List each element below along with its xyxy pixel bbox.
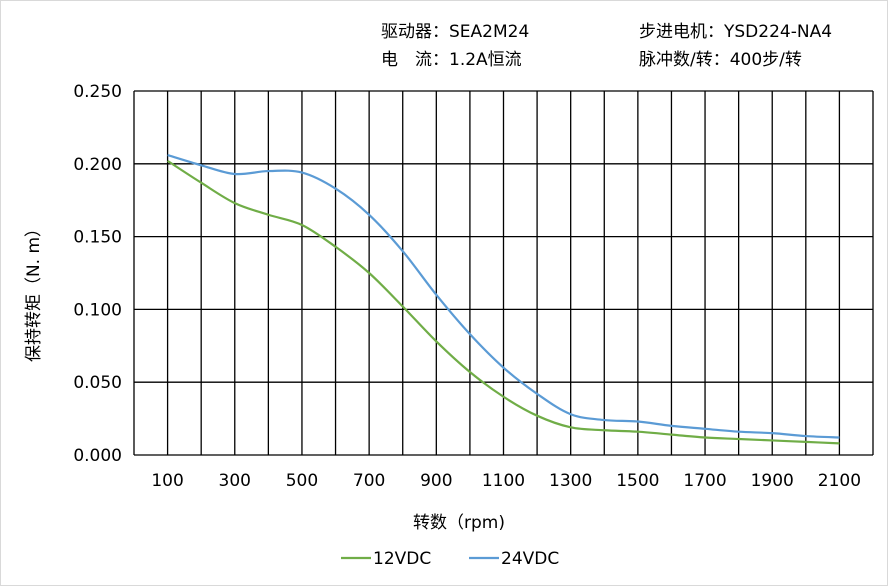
x-tick-label: 1500 [616,471,659,491]
x-tick-label: 1700 [683,471,726,491]
x-axis-label: 转数（rpm) [413,513,505,533]
driver-info: 驱动器：SEA2M24 [381,22,530,42]
x-tick-label: 2100 [818,471,861,491]
x-tick-label: 1900 [751,471,794,491]
motor-info: 步进电机：YSD224-NA4 [639,22,833,42]
x-tick-label: 300 [219,471,251,491]
pulses-info: 脉冲数/转：400步/转 [639,50,802,70]
x-tick-label: 500 [286,471,318,491]
series-line-12VDC [166,159,840,445]
y-tick-label: 0.200 [73,155,122,175]
x-tick-label: 900 [420,471,452,491]
y-tick-label: 0.150 [73,228,122,248]
x-tick-label: 1100 [482,471,525,491]
y-tick-label: 0.250 [73,82,122,102]
y-axis-label: 保持转矩（N. m） [24,220,44,362]
y-tick-label: 0.000 [73,446,122,466]
series-line-24VDC [167,154,840,439]
legend-label: 12VDC [373,549,431,569]
x-tick-label: 100 [151,471,183,491]
x-tick-label: 700 [353,471,385,491]
y-tick-label: 0.050 [73,373,122,393]
x-tick-label: 1300 [549,471,592,491]
legend-label: 24VDC [501,549,559,569]
y-tick-label: 0.100 [73,300,122,320]
current-info: 电 流：1.2A恒流 [381,50,522,70]
